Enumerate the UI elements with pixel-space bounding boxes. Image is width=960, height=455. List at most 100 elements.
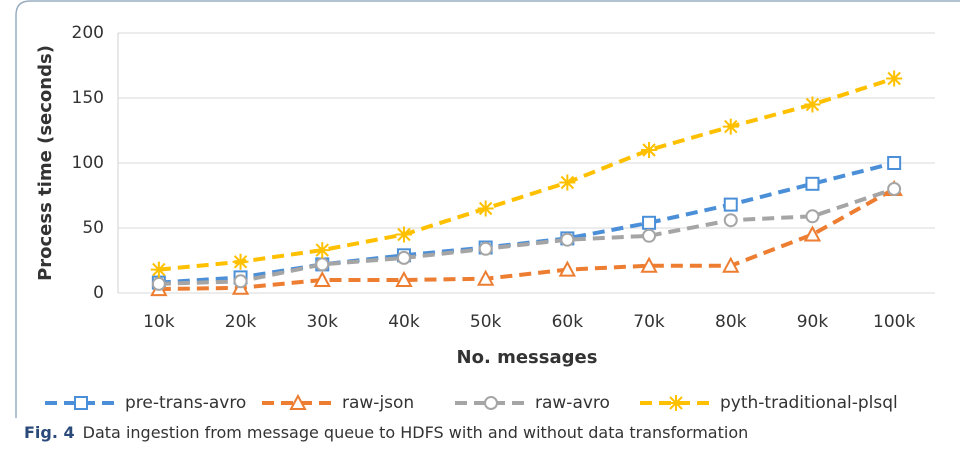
marker-shape: [478, 241, 493, 256]
marker-shape: [315, 257, 330, 272]
x-tick-label: 60k: [552, 312, 584, 332]
marker-shape: [722, 118, 739, 135]
marker: [558, 260, 577, 277]
marker: [233, 274, 248, 289]
y-tick-label: 0: [93, 283, 104, 303]
caption-label: Fig. 4: [24, 423, 75, 442]
marker: [396, 250, 411, 265]
marker-shape: [723, 213, 738, 228]
x-tick-label: 50k: [470, 312, 502, 332]
marker-shape: [151, 276, 166, 291]
marker: [151, 276, 166, 291]
marker-shape: [642, 215, 657, 230]
legend-label: raw-avro: [535, 393, 610, 413]
marker-shape: [641, 142, 658, 158]
marker-shape: [395, 226, 412, 243]
frame: [15, 0, 960, 418]
marker-shape: [313, 270, 331, 287]
marker: [723, 197, 738, 212]
y-tick-label: 100: [72, 153, 104, 173]
x-tick-label: 20k: [225, 312, 257, 332]
marker-shape: [395, 270, 413, 287]
marker: [668, 395, 684, 411]
marker-shape: [886, 70, 903, 87]
marker: [804, 96, 821, 113]
marker: [315, 257, 330, 272]
marker-shape: [559, 174, 576, 191]
series-line: [158, 76, 895, 272]
marker-shape: [233, 274, 248, 289]
marker: [559, 174, 576, 191]
x-tick-label: 40k: [388, 312, 420, 332]
marker: [560, 232, 575, 247]
marker-shape: [289, 393, 307, 410]
marker: [484, 396, 498, 410]
caption-text: Data ingestion from message queue to HDF…: [83, 423, 749, 442]
marker: [395, 270, 413, 287]
marker-shape: [74, 396, 88, 410]
marker: [640, 256, 658, 273]
marker-shape: [476, 269, 495, 286]
marker: [887, 156, 902, 170]
x-axis-title: No. messages: [457, 347, 598, 368]
marker-shape: [805, 176, 820, 191]
marker: [74, 396, 88, 410]
marker-shape: [314, 242, 331, 259]
legend-label: pyth-traditional-plsql: [720, 393, 898, 413]
marker-shape: [887, 182, 902, 196]
marker: [722, 256, 740, 273]
y-axis-title: Process time (seconds): [35, 45, 56, 281]
series-line: [158, 187, 896, 292]
marker: [641, 142, 658, 158]
marker-shape: [722, 256, 740, 273]
marker-shape: [642, 228, 657, 243]
marker: [722, 118, 739, 135]
caption: Fig. 4 Data ingestion from message queue …: [24, 423, 748, 442]
marker: [477, 200, 494, 217]
marker-shape: [558, 260, 577, 277]
marker: [642, 228, 657, 243]
marker: [478, 241, 493, 256]
y-tick-label: 200: [72, 23, 104, 43]
marker: [232, 253, 249, 270]
marker-shape: [668, 395, 684, 411]
legend-label: pre-trans-avro: [125, 393, 246, 413]
marker: [886, 70, 903, 87]
x-tick-label: 90k: [797, 312, 829, 332]
marker-shape: [560, 232, 575, 247]
marker: [805, 209, 820, 224]
marker-shape: [150, 261, 167, 278]
marker-shape: [804, 96, 821, 113]
marker: [642, 215, 657, 230]
marker: [150, 261, 167, 278]
series-line: [158, 187, 895, 286]
series-line: [158, 161, 895, 285]
marker-shape: [887, 156, 902, 170]
marker-shape: [232, 253, 249, 270]
marker: [887, 182, 902, 196]
marker-shape: [396, 250, 411, 265]
marker: [314, 242, 331, 259]
marker: [313, 270, 331, 287]
x-tick-label: 100k: [873, 312, 915, 332]
marker-shape: [640, 256, 658, 273]
marker: [803, 225, 822, 242]
x-tick-label: 30k: [307, 312, 339, 332]
marker-shape: [484, 396, 498, 410]
y-tick-label: 50: [82, 218, 104, 238]
marker: [476, 269, 495, 286]
y-tick-label: 150: [72, 88, 104, 108]
x-tick-label: 70k: [633, 312, 665, 332]
marker: [805, 176, 820, 191]
legend-label: raw-json: [342, 393, 414, 413]
x-tick-label: 80k: [715, 312, 747, 332]
marker: [289, 393, 307, 410]
x-tick-label: 10k: [143, 312, 175, 332]
marker: [395, 226, 412, 243]
marker-shape: [723, 197, 738, 212]
marker-shape: [477, 200, 494, 217]
marker-shape: [805, 209, 820, 224]
marker: [723, 213, 738, 228]
